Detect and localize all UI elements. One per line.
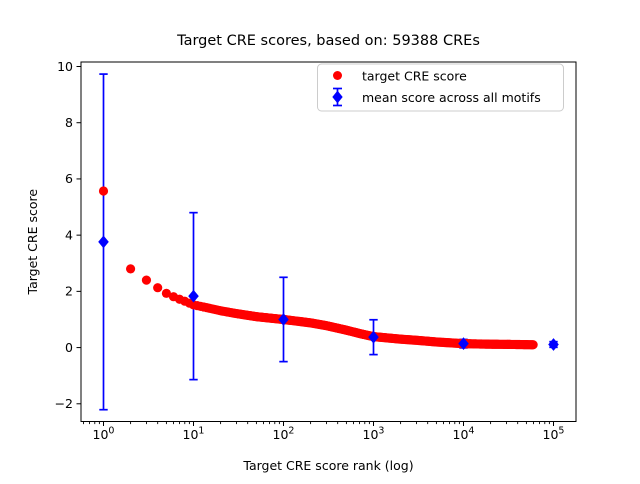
mean-score-diamond bbox=[548, 338, 559, 351]
legend-label-target-score: target CRE score bbox=[362, 69, 467, 84]
x-tick-label: 101 bbox=[183, 426, 205, 443]
x-tick-label: 103 bbox=[363, 426, 385, 443]
y-tick-label: 6 bbox=[65, 171, 73, 186]
y-axis-label: Target CRE score bbox=[25, 189, 40, 296]
x-axis-label: Target CRE score rank (log) bbox=[242, 458, 413, 473]
axis-ticks-layer: 100 101 102 103 104 105 10 8 6 4 2 0 −2 bbox=[55, 59, 565, 442]
y-tick-label: 8 bbox=[65, 115, 73, 130]
errorbar-lines-layer bbox=[99, 73, 558, 411]
mean-score-diamond bbox=[368, 330, 379, 344]
legend-target-score-icon bbox=[333, 71, 342, 80]
target-score-point bbox=[141, 275, 152, 285]
x-tick-label: 104 bbox=[453, 426, 475, 443]
y-tick-label: 0 bbox=[65, 340, 73, 355]
target-score-points-layer bbox=[98, 186, 538, 350]
x-tick-label: 105 bbox=[543, 426, 565, 443]
legend-label-mean-score: mean score across all motifs bbox=[362, 90, 541, 105]
chart-title: Target CRE scores, based on: 59388 CREs bbox=[176, 33, 480, 49]
y-tick-label: 10 bbox=[57, 59, 73, 74]
mean-score-diamonds-layer bbox=[98, 235, 559, 351]
target-score-point bbox=[528, 340, 538, 350]
y-tick-label: 4 bbox=[65, 227, 73, 242]
x-tick-label: 100 bbox=[93, 426, 115, 443]
axes-box bbox=[80, 61, 577, 422]
mean-score-diamond bbox=[458, 337, 469, 351]
target-score-point bbox=[153, 283, 163, 293]
y-tick-label: −2 bbox=[55, 396, 73, 411]
y-tick-label: 2 bbox=[65, 284, 73, 299]
mean-score-diamond bbox=[278, 313, 289, 326]
mean-score-diamond bbox=[188, 289, 199, 303]
target-score-point bbox=[161, 288, 172, 298]
x-tick-label: 102 bbox=[273, 426, 295, 443]
target-score-point bbox=[125, 264, 136, 274]
legend-mean-score-icon bbox=[332, 87, 343, 107]
target-score-point bbox=[98, 186, 109, 196]
legend: target CRE score mean score across all m… bbox=[317, 63, 564, 112]
mean-score-diamond bbox=[98, 235, 109, 249]
legend-box bbox=[317, 63, 564, 112]
